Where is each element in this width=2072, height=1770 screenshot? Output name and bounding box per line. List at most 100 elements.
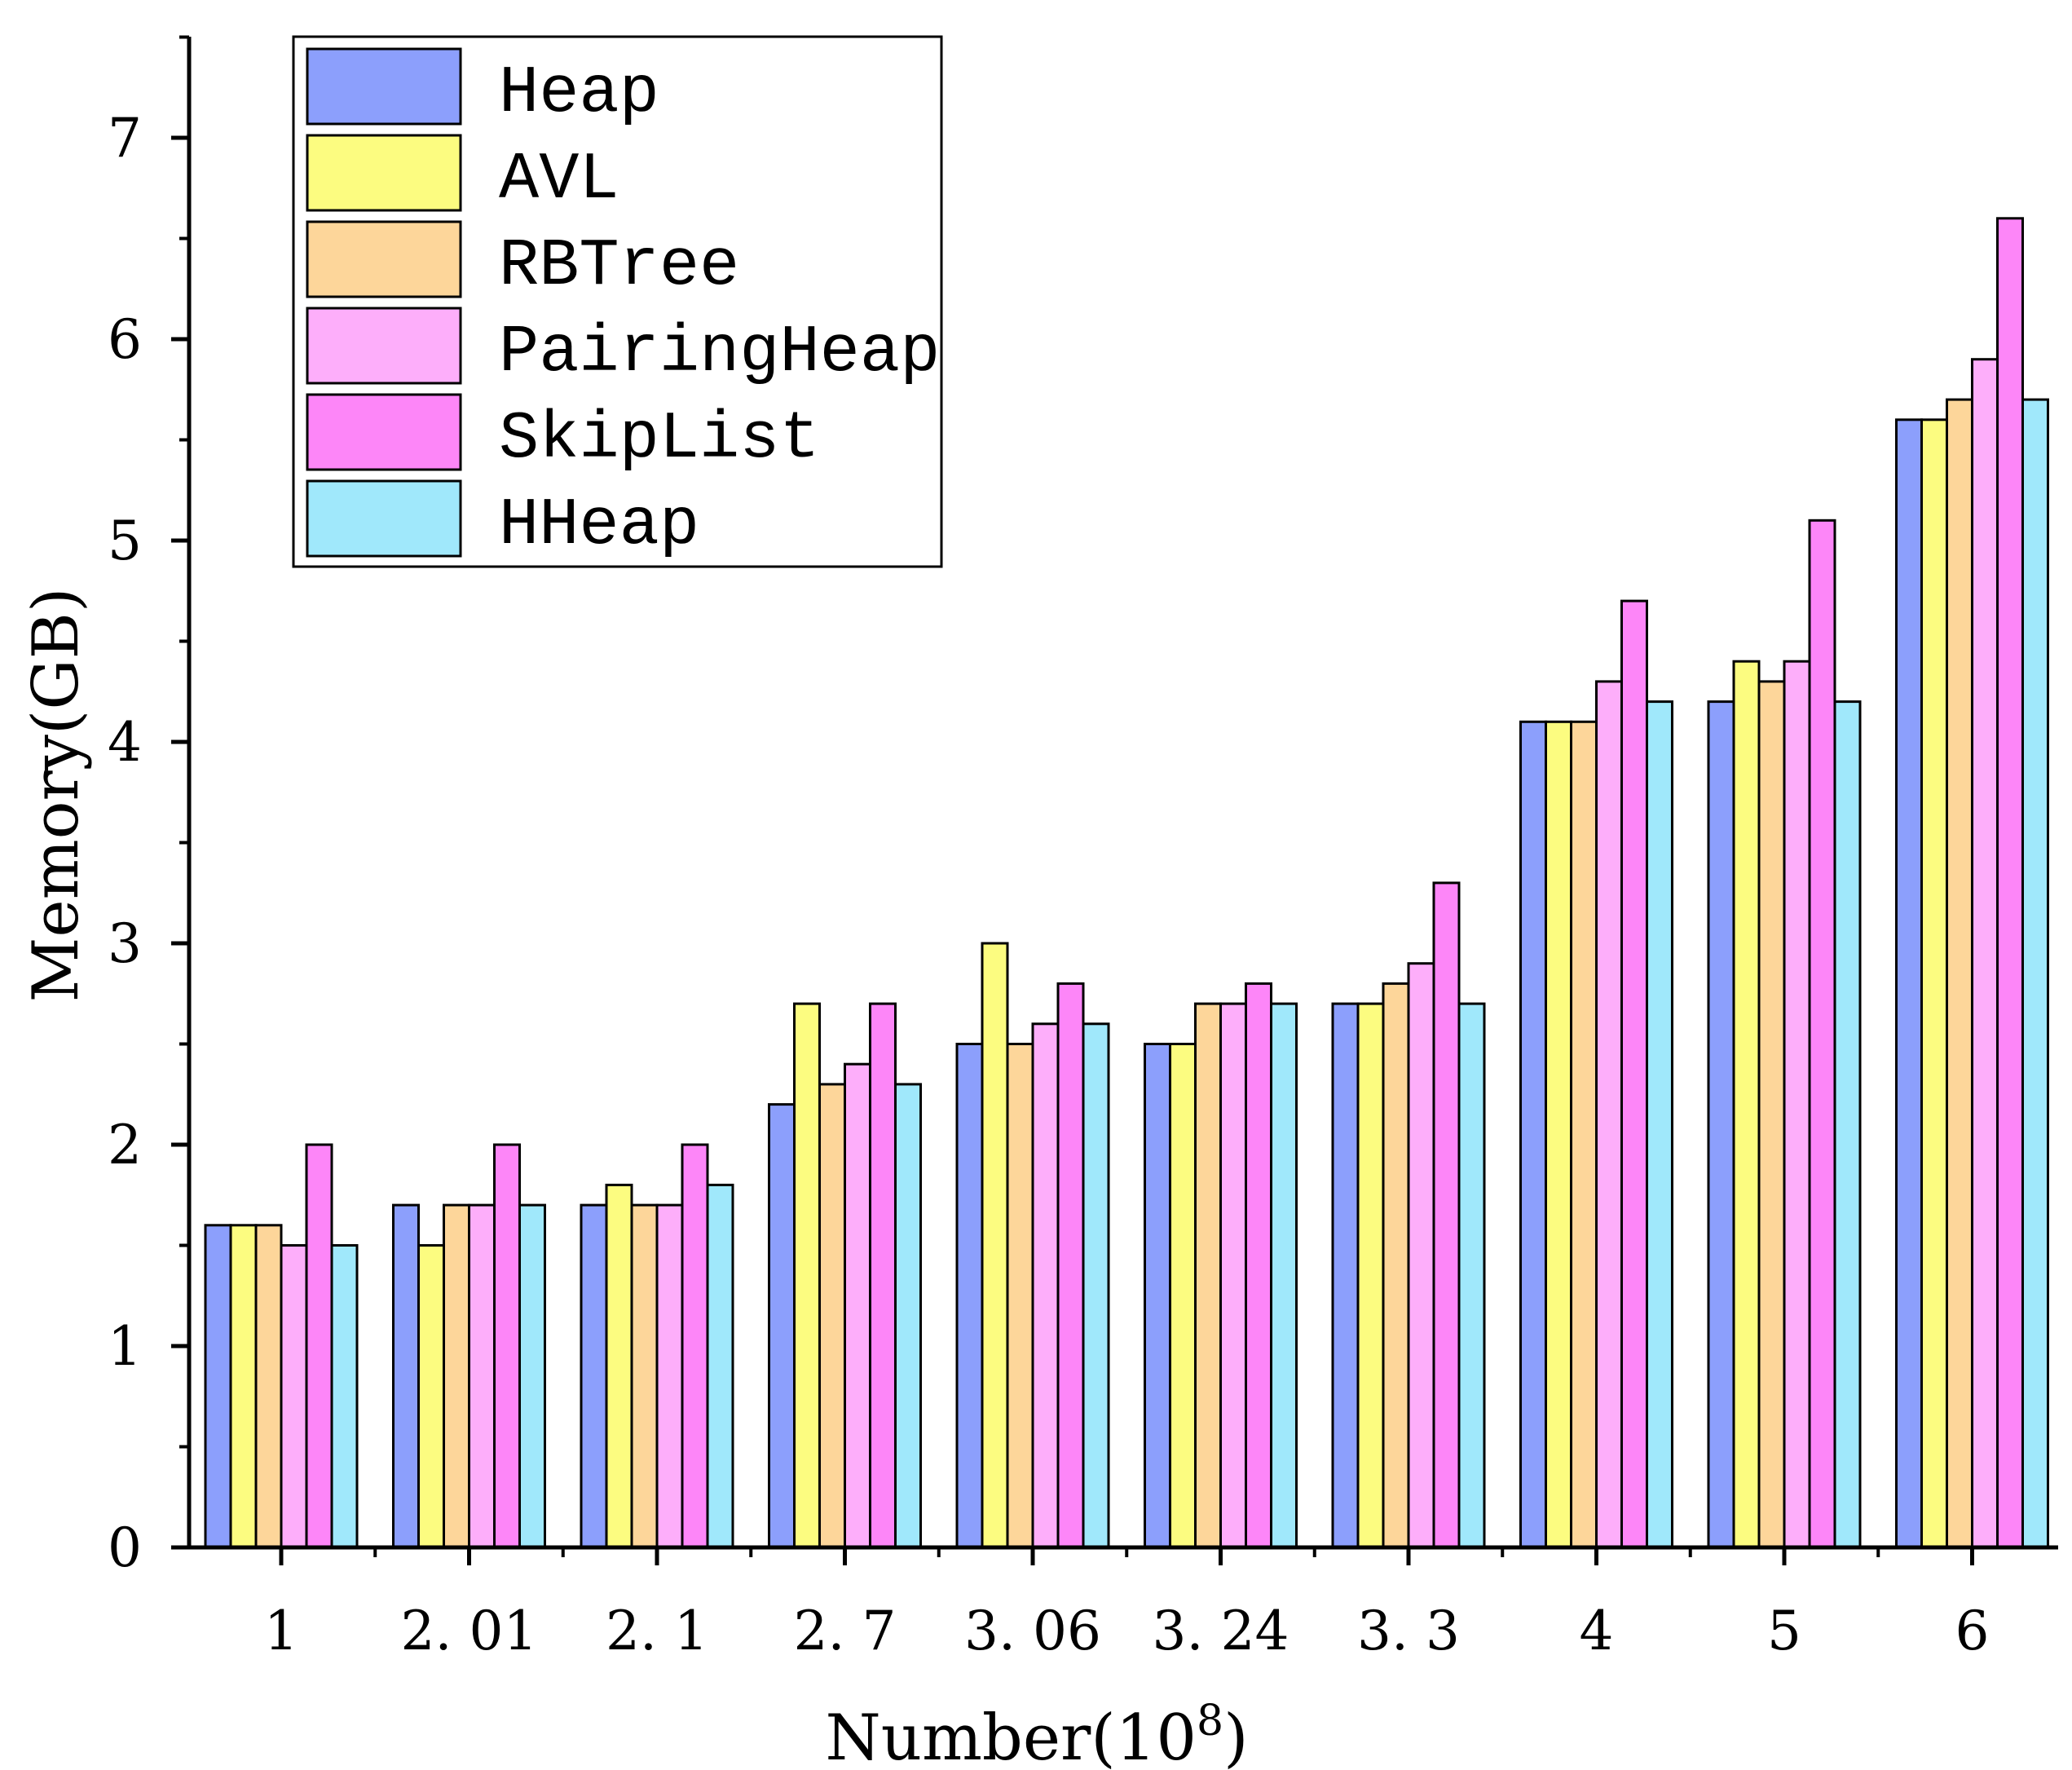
x-axis-title-exponent: 8: [1197, 1697, 1223, 1746]
bar-avl-1: [229, 1224, 258, 1549]
x-tick-label: 5: [1767, 1600, 1801, 1662]
legend-label-rbtree: RBTree: [499, 228, 739, 304]
bar-hheap-2-01: [518, 1203, 546, 1549]
axes-group: [187, 37, 2058, 1550]
y-axis-title: Memory(GB): [20, 588, 93, 1003]
y-tick-label: 6: [108, 308, 142, 371]
bar-avl-3-3: [1356, 1002, 1385, 1549]
legend-swatch-heap: [306, 47, 462, 126]
bar-hheap-2-1: [706, 1183, 734, 1549]
y-tick-label: 0: [108, 1516, 142, 1579]
legend-label-skiplist: SkipList: [499, 401, 820, 477]
bars-group: [204, 217, 2049, 1549]
bar-heap-2-7: [768, 1103, 796, 1549]
bar-hheap-3-3: [1457, 1002, 1486, 1549]
bar-pairingheap-3-06: [1031, 1022, 1060, 1549]
x-tick-label: 4: [1580, 1600, 1614, 1662]
y-tick-label: 2: [108, 1114, 142, 1176]
bar-rbtree-3-06: [1006, 1043, 1034, 1549]
bar-pairingheap-4: [1595, 680, 1623, 1549]
bar-rbtree-3-3: [1382, 982, 1410, 1549]
bar-rbtree-2-1: [630, 1203, 659, 1549]
bar-skiplist-3-06: [1056, 982, 1085, 1549]
x-ticks-group: 1 2. 01 2. 1 2. 7 3. 06 3. 24 3. 3 4 5 6: [264, 1547, 1990, 1662]
bar-avl-4: [1545, 720, 1572, 1549]
bar-heap-3-24: [1144, 1043, 1171, 1549]
bar-pairingheap-3-24: [1219, 1002, 1247, 1549]
bar-skiplist-2-7: [869, 1002, 897, 1549]
legend-swatch-skiplist: [306, 393, 462, 471]
bar-skiplist-4: [1620, 599, 1648, 1549]
legend-label-hheap: HHeap: [499, 488, 699, 563]
bar-rbtree-4: [1570, 720, 1598, 1549]
bar-pairingheap-3-3: [1407, 962, 1435, 1549]
bar-rbtree-2-7: [818, 1083, 846, 1549]
bar-rbtree-2-01: [443, 1203, 470, 1549]
legend-swatch-hheap: [306, 479, 462, 558]
legend-label-pairingheap: PairingHeap: [499, 315, 940, 391]
bar-pairingheap-5: [1783, 660, 1811, 1549]
bar-heap-3-3: [1331, 1002, 1360, 1549]
bar-heap-2-1: [580, 1203, 608, 1549]
bar-skiplist-1: [305, 1143, 333, 1549]
bar-avl-2-1: [605, 1183, 633, 1549]
bar-avl-2-7: [793, 1002, 821, 1549]
bar-rbtree-6: [1946, 398, 1973, 1549]
y-tick-label: 1: [108, 1315, 142, 1378]
y-tick-label: 3: [108, 912, 142, 975]
legend-swatch-pairingheap: [306, 307, 462, 385]
legend-swatch-avl: [306, 134, 462, 212]
legend-label-heap: Heap: [499, 55, 659, 131]
bar-pairingheap-2-7: [844, 1062, 871, 1549]
bar-hheap-2-7: [894, 1083, 922, 1549]
x-axis-title-main: Number(10: [825, 1702, 1197, 1770]
bar-heap-2-01: [392, 1203, 420, 1549]
bar-heap-6: [1895, 418, 1923, 1549]
bar-avl-3-24: [1169, 1043, 1197, 1549]
x-tick-label: 2. 7: [794, 1600, 897, 1662]
bar-hheap-3-24: [1270, 1002, 1298, 1549]
y-tick-label: 7: [108, 107, 142, 170]
bar-rbtree-1: [254, 1224, 283, 1549]
bar-hheap-4: [1646, 700, 1673, 1549]
x-axis-title-close: ): [1223, 1702, 1248, 1770]
bar-hheap-3-06: [1082, 1022, 1110, 1549]
bar-skiplist-5: [1808, 519, 1836, 1549]
bar-pairingheap-2-01: [468, 1203, 496, 1549]
bar-heap-5: [1707, 700, 1735, 1549]
bar-skiplist-6: [1996, 217, 2024, 1549]
bar-pairingheap-2-1: [655, 1203, 684, 1549]
bar-heap-4: [1519, 720, 1547, 1549]
bar-avl-5: [1732, 660, 1761, 1549]
x-axis-title: Number(108): [825, 1697, 1248, 1770]
bar-rbtree-3-24: [1194, 1002, 1222, 1549]
bar-heap-3-06: [955, 1043, 984, 1549]
bar-skiplist-2-1: [681, 1143, 709, 1549]
x-tick-label: 3. 24: [1153, 1600, 1289, 1662]
legend-label-avl: AVL: [499, 142, 619, 218]
x-tick-label: 6: [1955, 1600, 1990, 1662]
x-tick-label: 1: [264, 1600, 298, 1662]
bar-pairingheap-1: [280, 1244, 308, 1549]
bar-hheap-1: [330, 1244, 359, 1549]
bar-pairingheap-6: [1971, 358, 1999, 1549]
bar-heap-1: [204, 1224, 232, 1549]
legend-swatch-rbtree: [306, 220, 462, 298]
bar-avl-3-06: [981, 942, 1009, 1549]
bar-hheap-5: [1833, 700, 1862, 1549]
x-tick-label: 2. 01: [401, 1600, 538, 1662]
x-tick-label: 2. 1: [606, 1600, 708, 1662]
x-tick-label: 3. 06: [964, 1600, 1101, 1662]
legend: Heap AVL RBTree PairingHeap SkipList HHeap: [292, 35, 943, 568]
x-tick-label: 3. 3: [1357, 1600, 1460, 1662]
bar-avl-2-01: [417, 1244, 445, 1549]
y-tick-label: 5: [108, 510, 142, 572]
bar-skiplist-3-24: [1245, 982, 1272, 1549]
bar-hheap-6: [2021, 398, 2049, 1549]
y-ticks-group: 0 1 2 3 4 5 6 7: [108, 35, 189, 1579]
y-tick-label: 4: [108, 711, 142, 774]
bar-avl-6: [1920, 418, 1948, 1549]
bar-skiplist-3-3: [1432, 881, 1461, 1549]
bar-rbtree-5: [1757, 680, 1786, 1549]
